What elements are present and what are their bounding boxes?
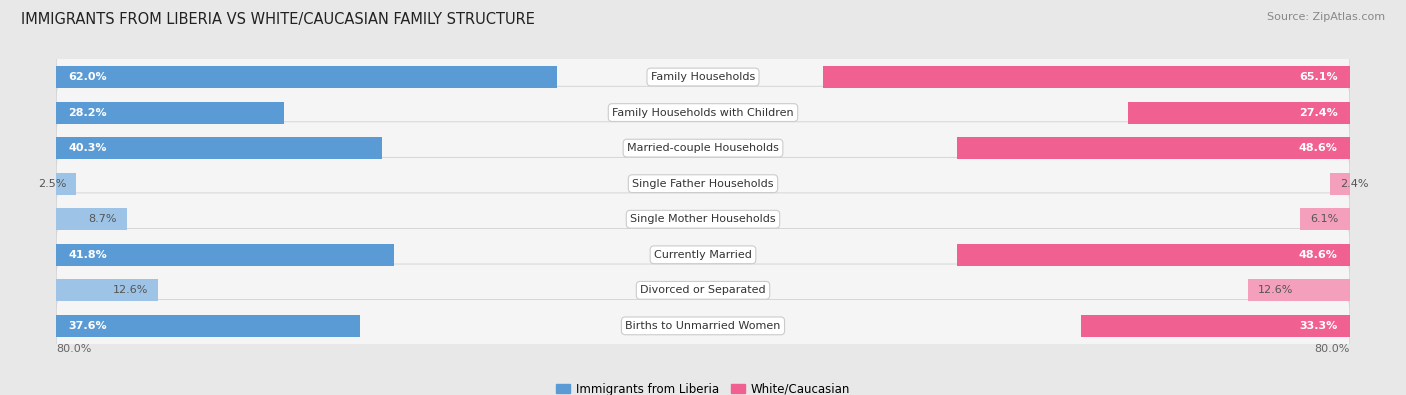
- Text: IMMIGRANTS FROM LIBERIA VS WHITE/CAUCASIAN FAMILY STRUCTURE: IMMIGRANTS FROM LIBERIA VS WHITE/CAUCASI…: [21, 12, 534, 27]
- Text: Single Father Households: Single Father Households: [633, 179, 773, 189]
- Bar: [1301, 208, 1350, 230]
- Text: Family Households: Family Households: [651, 72, 755, 82]
- Text: Single Mother Households: Single Mother Households: [630, 214, 776, 224]
- Text: 28.2%: 28.2%: [69, 107, 107, 118]
- Bar: [56, 244, 394, 266]
- Text: 33.3%: 33.3%: [1299, 321, 1337, 331]
- Text: 80.0%: 80.0%: [1315, 344, 1350, 354]
- Text: 48.6%: 48.6%: [1299, 250, 1337, 260]
- Text: 37.6%: 37.6%: [69, 321, 107, 331]
- Bar: [56, 66, 558, 88]
- Bar: [1081, 315, 1350, 337]
- Bar: [56, 173, 76, 195]
- Text: Births to Unmarried Women: Births to Unmarried Women: [626, 321, 780, 331]
- Text: 2.4%: 2.4%: [1340, 179, 1368, 189]
- FancyBboxPatch shape: [56, 157, 1350, 210]
- Bar: [56, 208, 127, 230]
- Text: 80.0%: 80.0%: [56, 344, 91, 354]
- Bar: [1330, 173, 1350, 195]
- Text: 8.7%: 8.7%: [89, 214, 117, 224]
- Text: Currently Married: Currently Married: [654, 250, 752, 260]
- Text: 2.5%: 2.5%: [38, 179, 66, 189]
- Text: 48.6%: 48.6%: [1299, 143, 1337, 153]
- FancyBboxPatch shape: [56, 228, 1350, 281]
- Text: 12.6%: 12.6%: [112, 285, 149, 295]
- Text: Source: ZipAtlas.com: Source: ZipAtlas.com: [1267, 12, 1385, 22]
- Bar: [56, 137, 382, 159]
- Bar: [957, 244, 1350, 266]
- Text: Family Households with Children: Family Households with Children: [612, 107, 794, 118]
- FancyBboxPatch shape: [56, 264, 1350, 317]
- Bar: [957, 137, 1350, 159]
- Text: 40.3%: 40.3%: [69, 143, 107, 153]
- Bar: [56, 315, 360, 337]
- Text: 41.8%: 41.8%: [69, 250, 107, 260]
- Text: 62.0%: 62.0%: [69, 72, 107, 82]
- Text: 65.1%: 65.1%: [1299, 72, 1337, 82]
- Bar: [56, 102, 284, 124]
- Text: 12.6%: 12.6%: [1257, 285, 1294, 295]
- Text: 6.1%: 6.1%: [1310, 214, 1339, 224]
- Text: 27.4%: 27.4%: [1299, 107, 1337, 118]
- FancyBboxPatch shape: [56, 193, 1350, 246]
- Text: Married-couple Households: Married-couple Households: [627, 143, 779, 153]
- Bar: [824, 66, 1350, 88]
- Legend: Immigrants from Liberia, White/Caucasian: Immigrants from Liberia, White/Caucasian: [551, 378, 855, 395]
- FancyBboxPatch shape: [56, 299, 1350, 352]
- Text: Divorced or Separated: Divorced or Separated: [640, 285, 766, 295]
- FancyBboxPatch shape: [56, 122, 1350, 175]
- FancyBboxPatch shape: [56, 86, 1350, 139]
- Bar: [1128, 102, 1350, 124]
- Bar: [56, 279, 157, 301]
- Bar: [1249, 279, 1350, 301]
- FancyBboxPatch shape: [56, 51, 1350, 103]
